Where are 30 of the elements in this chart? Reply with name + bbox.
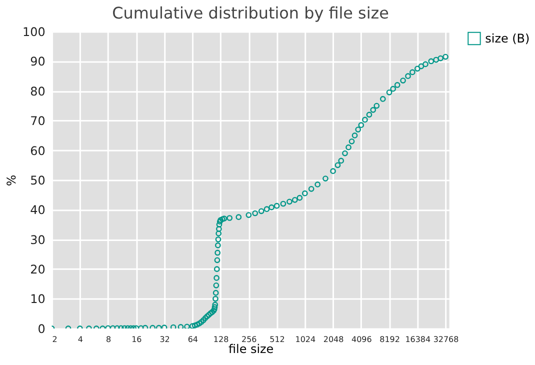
x-tick-label: 16 — [132, 334, 142, 344]
y-tick-label: 0 — [38, 322, 46, 336]
x-tick-label: 2048 — [323, 334, 344, 344]
x-tick-label: 32 — [160, 334, 170, 344]
y-axis-title: % — [4, 174, 19, 186]
y-tick-label: 70 — [30, 114, 46, 128]
x-tick-label: 512 — [270, 334, 285, 344]
y-tick-label: 50 — [30, 173, 46, 188]
x-tick-label: 4096 — [352, 334, 372, 344]
chart-title: Cumulative distribution by file size — [112, 4, 389, 23]
y-tick-label: 60 — [30, 144, 46, 158]
x-tick-label: 16384 — [405, 334, 431, 344]
y-tick-label: 90 — [30, 54, 46, 69]
x-tick-label: 8192 — [380, 334, 400, 344]
x-tick-label: 256 — [242, 334, 257, 344]
x-tick-label: 2 — [52, 334, 58, 344]
x-tick-label: 128 — [213, 334, 229, 344]
x-tick-label: 8 — [106, 334, 112, 344]
y-tick-label: 10 — [30, 292, 46, 306]
x-tick-label: 1024 — [295, 334, 316, 344]
y-tick-label: 20 — [30, 262, 46, 277]
x-tick-label: 32768 — [433, 334, 459, 344]
y-tick-label: 40 — [30, 203, 46, 218]
y-tick-label: 100 — [22, 25, 46, 40]
legend-label: size (B) — [485, 32, 530, 46]
x-tick-label: 4 — [78, 334, 83, 344]
x-axis-title: file size — [228, 342, 274, 356]
x-tick-label: 64 — [188, 334, 198, 344]
y-tick-label: 30 — [30, 232, 46, 247]
y-tick-label: 80 — [30, 84, 46, 98]
